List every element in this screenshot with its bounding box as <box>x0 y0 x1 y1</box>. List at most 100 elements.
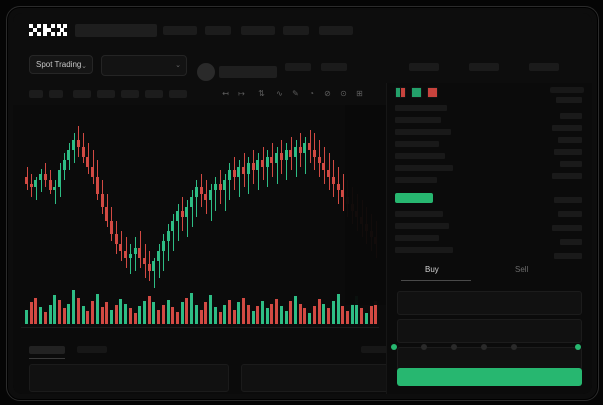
ask-row[interactable] <box>395 141 439 147</box>
toolbar-item-3[interactable] <box>73 90 91 98</box>
candle-body <box>270 156 274 164</box>
undo-icon[interactable]: ↤ <box>222 89 229 98</box>
okx-logo-icon[interactable] <box>29 24 67 37</box>
amount-slider[interactable] <box>387 344 592 352</box>
volume-bar <box>303 308 307 324</box>
order-amount-field[interactable] <box>397 319 582 343</box>
price-chart[interactable] <box>13 105 387 342</box>
candle-body <box>62 160 66 171</box>
candle-body <box>303 143 307 154</box>
bid-row[interactable] <box>395 235 439 241</box>
toolbar-item-7[interactable] <box>169 90 187 98</box>
slider-dot-100[interactable] <box>511 344 517 350</box>
bid-row[interactable] <box>395 211 443 217</box>
bid-row[interactable] <box>395 247 453 253</box>
nav-item-2[interactable] <box>205 26 231 35</box>
book-asks-icon[interactable] <box>427 87 438 98</box>
pair-selector[interactable]: ⌄ <box>101 55 187 76</box>
search-input[interactable] <box>75 24 157 37</box>
fullscreen-icon[interactable]: ⊞ <box>356 89 363 98</box>
volume-bar <box>29 302 33 324</box>
candle-body <box>91 166 95 177</box>
candle-body <box>317 156 321 164</box>
last-price-highlight <box>395 193 433 203</box>
ask-row[interactable] <box>395 105 447 111</box>
candle-wick <box>229 163 231 201</box>
ask-price <box>556 97 582 103</box>
nav-item-1[interactable] <box>163 26 197 35</box>
ask-row[interactable] <box>395 117 441 123</box>
place-order-button[interactable] <box>397 368 582 386</box>
orderbook-grouping[interactable] <box>550 87 584 93</box>
pencil-icon[interactable]: ✎ <box>292 89 299 98</box>
redo-icon[interactable]: ↦ <box>238 89 245 98</box>
toolbar-item-5[interactable] <box>121 90 139 98</box>
chart-toolbar: ↤ ↦ ⇅ ∿ ✎ ◔ ⊘ ⊙ ⊞ <box>13 83 387 106</box>
indicator-icon[interactable]: ⇅ <box>258 89 265 98</box>
toolbar-item-6[interactable] <box>145 90 163 98</box>
candle-wick <box>295 139 297 177</box>
volume-bar <box>199 309 203 324</box>
book-both-icon[interactable] <box>395 87 406 98</box>
candle-wick <box>210 183 212 221</box>
hide-icon[interactable]: ⊘ <box>324 89 331 98</box>
volume-bar <box>265 308 269 324</box>
volume-bar <box>72 290 76 324</box>
candle-body <box>322 163 326 171</box>
stat-5 <box>529 63 559 71</box>
volume-bar <box>62 308 66 324</box>
ask-row[interactable] <box>395 165 453 171</box>
toolbar-timeframe-1[interactable] <box>29 90 43 98</box>
bid-price <box>554 253 582 259</box>
trading-mode-selector[interactable]: Spot Trading ⌄ <box>29 55 93 74</box>
nav-item-5[interactable] <box>319 26 353 35</box>
candle-wick <box>163 234 165 272</box>
nav-item-3[interactable] <box>241 26 275 35</box>
stat-4 <box>469 63 499 71</box>
volume-bar <box>374 301 378 324</box>
candle-wick <box>172 213 174 251</box>
volume-bar <box>345 310 349 324</box>
candle-body <box>275 153 279 164</box>
ask-row[interactable] <box>395 153 445 159</box>
tab-open-orders[interactable] <box>29 346 65 354</box>
candle-body <box>331 176 335 184</box>
slider-dot-end[interactable] <box>575 344 581 350</box>
volume-bar <box>185 297 189 324</box>
candle-wick <box>191 190 193 228</box>
wave-icon[interactable]: ∿ <box>276 89 283 98</box>
book-bids-icon[interactable] <box>411 87 422 98</box>
toolbar-item-4[interactable] <box>97 90 115 98</box>
volume-bar <box>279 306 283 324</box>
candle-body <box>336 183 340 191</box>
candle-body <box>76 139 80 147</box>
candle-body <box>72 139 76 150</box>
volume-bar <box>161 304 165 324</box>
bid-row[interactable] <box>395 223 449 229</box>
slider-dot-75[interactable] <box>481 344 487 350</box>
candle-body <box>209 190 213 201</box>
settings-icon[interactable]: ⊙ <box>340 89 347 98</box>
clock-icon[interactable]: ◔ <box>309 89 314 98</box>
volume-bar <box>232 309 236 324</box>
nav-item-4[interactable] <box>283 26 309 35</box>
candle-body <box>109 220 113 235</box>
candle-wick <box>304 136 306 174</box>
candle-body <box>194 187 198 198</box>
candle-wick <box>196 180 198 218</box>
tab-buy[interactable]: Buy <box>425 265 439 274</box>
volume-bar <box>133 313 137 324</box>
candle-body <box>48 180 52 191</box>
slider-dot-0[interactable] <box>391 344 397 350</box>
toolbar-timeframe-2[interactable] <box>49 90 63 98</box>
bid-price <box>560 239 582 245</box>
slider-dot-50[interactable] <box>451 344 457 350</box>
order-price-field[interactable] <box>397 291 582 315</box>
ask-row[interactable] <box>395 177 437 183</box>
tab-sell[interactable]: Sell <box>515 265 529 274</box>
slider-dot-25[interactable] <box>421 344 427 350</box>
ask-row[interactable] <box>395 129 451 135</box>
orders-right-item-1[interactable] <box>361 346 391 353</box>
tab-order-history[interactable] <box>77 346 107 353</box>
